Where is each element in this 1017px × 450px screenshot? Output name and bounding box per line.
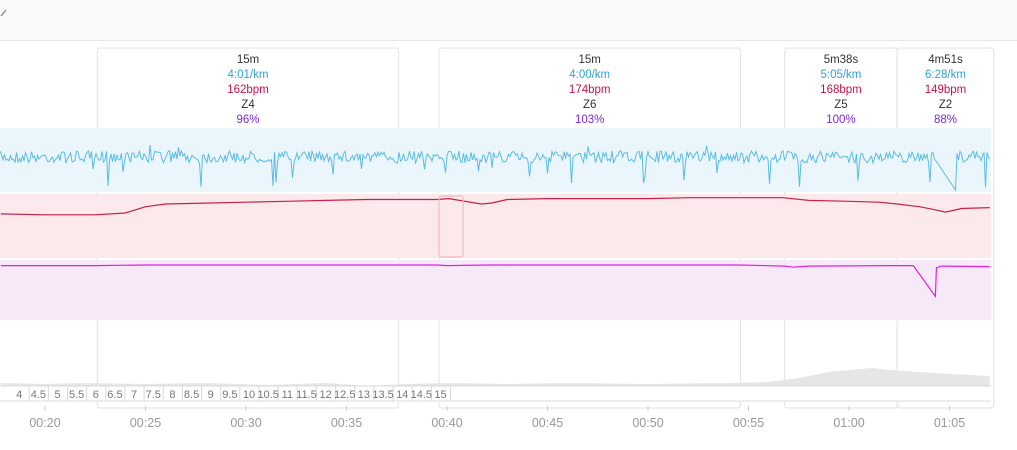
segment-zone: Z5 xyxy=(834,99,847,111)
segment-duration: 5m38s xyxy=(824,54,859,66)
distance-tick-label: 10 xyxy=(243,389,255,401)
segment-pace: 5:05/km xyxy=(820,69,861,81)
segment-pace: 4:01/km xyxy=(228,69,269,81)
heart-rate-area xyxy=(0,197,990,258)
segment-zone: Z4 xyxy=(241,99,255,111)
distance-tick-label: 8.5 xyxy=(184,389,199,401)
segment-heart-rate: 174bpm xyxy=(569,84,611,96)
segment-duration: 4m51s xyxy=(928,54,963,66)
time-tick-label: 00:40 xyxy=(431,416,462,430)
distance-axis: 4 4.5 5 5.5 6 6.5 7 7.5 8 8.5 9 9.5 10 10.5 11 11.5 12 12… xyxy=(0,385,991,402)
distance-axis-background xyxy=(0,386,991,402)
time-tick-label: 00:30 xyxy=(230,416,261,430)
pace-layer xyxy=(0,145,991,192)
time-tick-label: 01:05 xyxy=(934,416,965,430)
time-tick-label: 01:00 xyxy=(833,416,864,430)
top-toolbar xyxy=(0,0,1017,41)
distance-tick-label: 12.5 xyxy=(334,389,355,401)
elevation-layer xyxy=(0,368,990,386)
elevation-area xyxy=(0,368,990,386)
segment-zone: Z2 xyxy=(939,99,952,111)
distance-tick-label: 14.5 xyxy=(411,389,432,401)
distance-tick-label: 13.5 xyxy=(372,389,393,401)
distance-tick-label: 9 xyxy=(208,389,214,401)
distance-tick-label: 7.5 xyxy=(146,389,161,401)
selection-marker xyxy=(438,195,464,258)
segment-labels: 15m 4:01/km 162bpm Z4 96% 15m 4:00/km 174bpm Z6 1… xyxy=(227,54,966,126)
distance-tick-label: 4 xyxy=(16,389,22,401)
time-tick-label: 00:45 xyxy=(532,416,563,430)
distance-tick-label: 13 xyxy=(358,389,370,401)
distance-tick-label: 14 xyxy=(396,389,408,401)
distance-tick-label: 10.5 xyxy=(257,389,278,401)
power-layer xyxy=(0,264,990,320)
time-axis: 00:20 00:25 00:30 00:35 00:40 00:45 00:50 00:55… xyxy=(29,406,965,430)
distance-tick-label: 6.5 xyxy=(107,389,122,401)
distance-tick-label: 5 xyxy=(54,389,60,401)
segment-intensity: 100% xyxy=(826,114,855,126)
distance-tick-label: 5.5 xyxy=(69,389,84,401)
distance-tick-label: 7 xyxy=(131,389,137,401)
time-tick-label: 00:35 xyxy=(331,416,362,430)
distance-tick-label: 12 xyxy=(319,389,331,401)
segment-intensity: 96% xyxy=(236,114,259,126)
segment-zone: Z6 xyxy=(583,99,596,111)
time-tick-label: 00:55 xyxy=(733,416,764,430)
chevron-icon[interactable] xyxy=(0,6,9,18)
distance-tick-label: 8 xyxy=(169,389,175,401)
time-tick-label: 00:20 xyxy=(29,416,60,430)
distance-tick-label: 11.5 xyxy=(296,389,317,401)
heart-rate-line xyxy=(0,197,990,216)
distance-tick-label: 4.5 xyxy=(31,389,46,401)
segment-heart-rate: 168bpm xyxy=(820,84,862,96)
segment-duration: 15m xyxy=(237,54,259,66)
distance-tick-label: 11 xyxy=(282,389,293,401)
segment-duration: 15m xyxy=(579,54,601,66)
power-line xyxy=(0,264,990,299)
segment-pace: 4:00/km xyxy=(569,69,610,81)
segment-pace: 6:28/km xyxy=(925,69,966,81)
segment-heart-rate: 149bpm xyxy=(925,84,967,96)
time-tick-label: 00:50 xyxy=(632,416,663,430)
distance-tick-label: 15 xyxy=(434,389,446,401)
pace-line xyxy=(0,145,991,192)
power-area xyxy=(0,265,990,320)
distance-tick-label: 6 xyxy=(93,389,99,401)
distance-tick-label: 9.5 xyxy=(222,389,237,401)
time-tick-label: 00:25 xyxy=(130,416,161,430)
segment-intensity: 88% xyxy=(934,114,957,126)
segment-intensity: 103% xyxy=(575,114,604,126)
heart-rate-layer xyxy=(0,195,990,258)
segment-heart-rate: 162bpm xyxy=(227,84,269,96)
pace-band xyxy=(0,128,991,192)
